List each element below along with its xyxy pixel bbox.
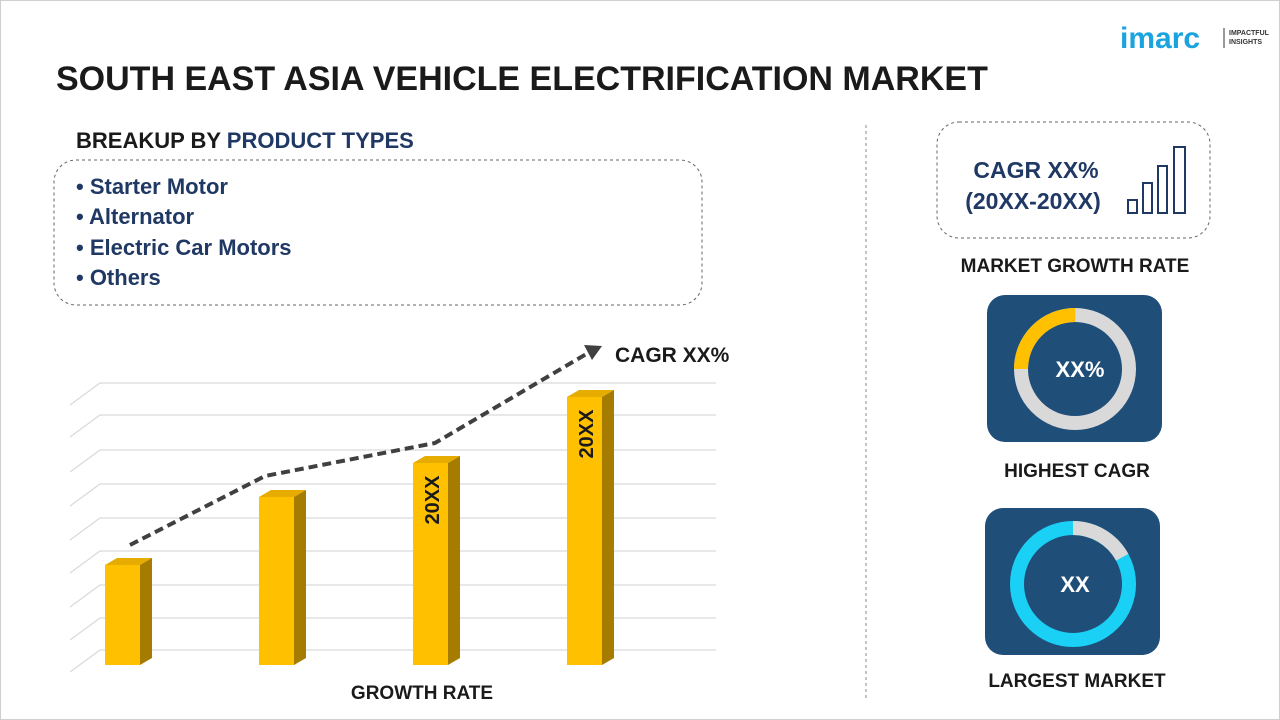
- logo: imarc: [1120, 22, 1200, 55]
- breakup-item: • Starter Motor: [76, 174, 228, 199]
- bar-label: 20XX: [422, 475, 444, 525]
- highest-caption: HIGHEST CAGR: [1004, 461, 1150, 482]
- cagr-caption: MARKET GROWTH RATE: [961, 256, 1190, 277]
- cagr-text: CAGR XX%: [973, 157, 1098, 183]
- arrow-head: [584, 345, 602, 360]
- largest-caption: LARGEST MARKET: [988, 671, 1166, 692]
- grid: [69, 382, 716, 673]
- highest-value: XX%: [1056, 357, 1105, 382]
- largest-value: XX: [1060, 572, 1090, 597]
- breakup-item: • Electric Car Motors: [76, 235, 292, 260]
- breakup-item: • Alternator: [76, 204, 195, 229]
- title: SOUTH EAST ASIA VEHICLE ELECTRIFICATION …: [56, 60, 988, 98]
- bars: [105, 390, 614, 665]
- logo-tagline: INSIGHTS: [1229, 39, 1262, 46]
- growth-icon: [1127, 146, 1186, 214]
- logo-tagline: IMPACTFUL: [1229, 30, 1270, 37]
- breakup-box: [53, 159, 703, 306]
- donut-arc: [1014, 308, 1136, 430]
- donut-arc: [1010, 521, 1136, 647]
- trend-arrow: [129, 351, 590, 547]
- cagr-period: (20XX-20XX): [965, 188, 1101, 214]
- breakup-item: • Others: [76, 265, 161, 290]
- bar-label: 20XX: [576, 409, 598, 459]
- growth-annotation: CAGR XX%: [615, 344, 730, 367]
- breakup-label: BREAKUP BY PRODUCT TYPES: [76, 128, 414, 153]
- cagr-box: [936, 121, 1211, 239]
- axis-label: GROWTH RATE: [351, 683, 493, 704]
